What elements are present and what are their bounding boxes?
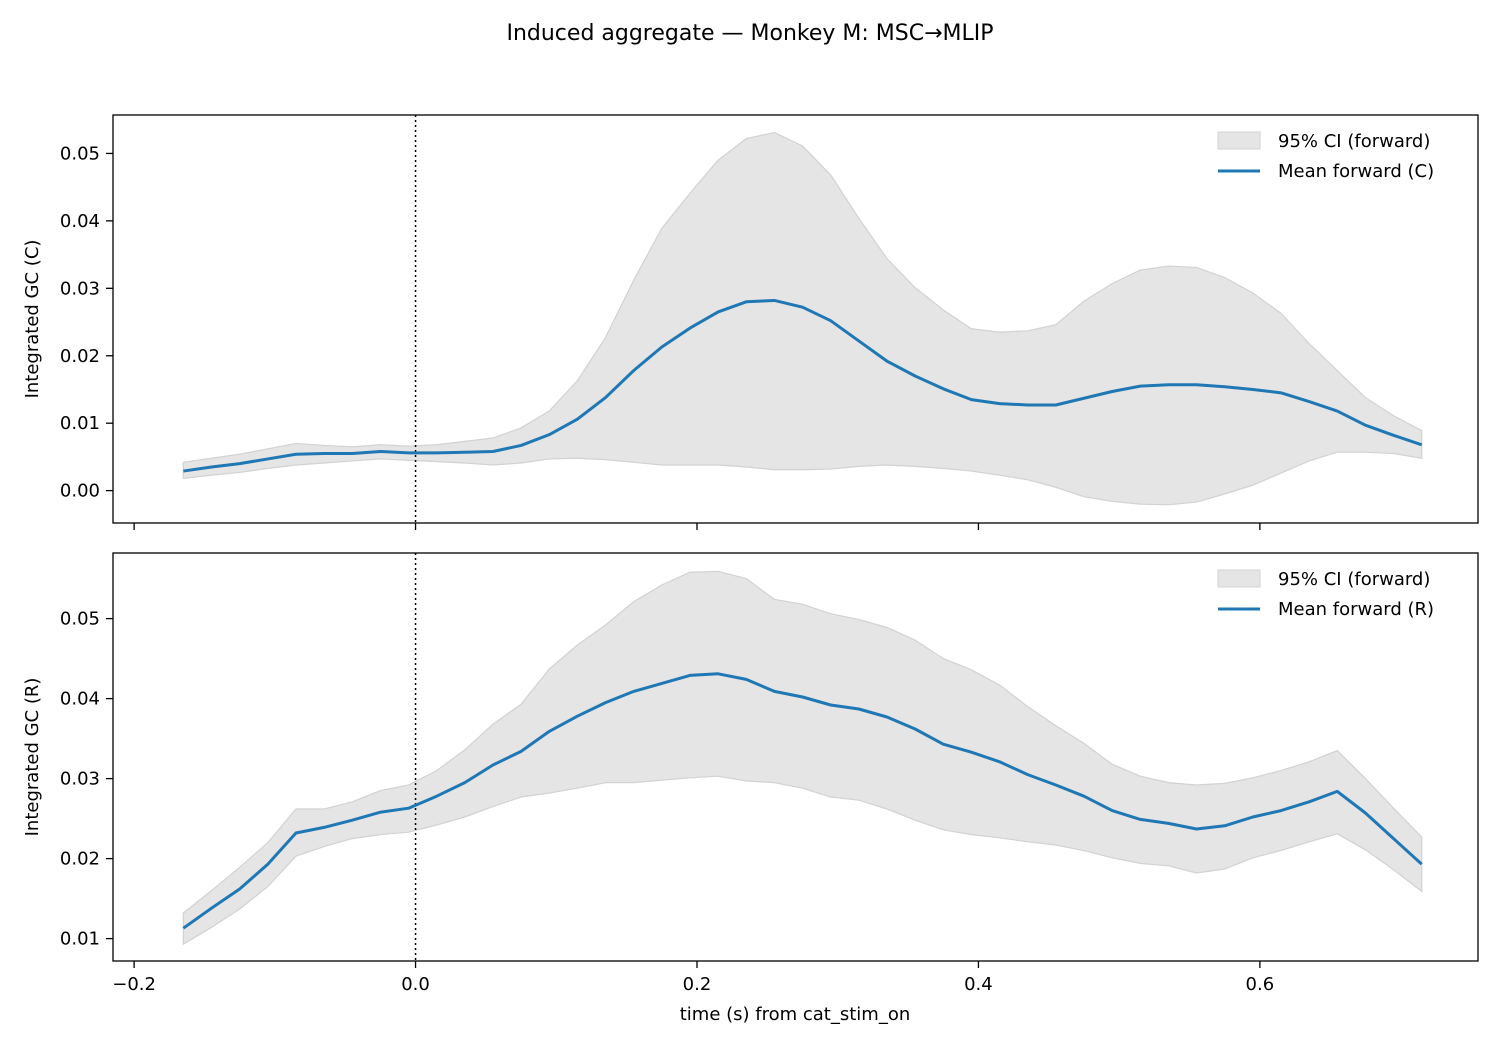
y-tick-label: 0.03 <box>60 278 100 299</box>
legend-ci-label: 95% CI (forward) <box>1278 131 1430 152</box>
y-tick-label: 0.02 <box>60 346 100 367</box>
mean-line <box>182 672 1423 930</box>
legend-mean-label: Mean forward (C) <box>1278 161 1434 182</box>
y-tick-label: 0.02 <box>60 849 100 870</box>
x-tick-label: 0.0 <box>401 974 430 995</box>
legend: 95% CI (forward) Mean forward (R) <box>1217 569 1434 620</box>
y-tick-label: 0.01 <box>60 413 100 434</box>
y-tick-label: 0.05 <box>60 609 100 630</box>
top-panel: 0.00 0.01 0.02 0.03 0.04 0.05 Integrated GC (… <box>22 114 1479 530</box>
figure-title: Induced aggregate — Monkey M: MSC→MLIP <box>506 21 993 46</box>
y-tick-label: 0.04 <box>60 211 100 232</box>
y-tick-label: 0.03 <box>60 769 100 790</box>
mean-line <box>183 298 1423 473</box>
axes-frame <box>112 552 1479 962</box>
x-tick-label: 0.6 <box>1246 974 1275 995</box>
ylabel: Integrated GC (C) <box>22 240 43 399</box>
legend: 95% CI (forward) Mean forward (C) <box>1217 131 1434 182</box>
bottom-panel: −0.2 0.0 0.2 0.4 0.6 0.01 0.02 0.03 0.04 0.05 Int… <box>22 552 1479 995</box>
ci-band <box>182 131 1423 506</box>
ci-band <box>182 570 1423 946</box>
y-tick-label: 0.00 <box>60 481 100 502</box>
legend-ci-swatch <box>1217 569 1261 588</box>
ylabel: Integrated GC (R) <box>22 678 43 837</box>
y-tick-label: 0.04 <box>60 689 100 710</box>
axes-frame <box>112 114 1479 524</box>
x-tick-label: −0.2 <box>112 974 156 995</box>
x-tick-label: 0.4 <box>964 974 993 995</box>
legend-ci-label: 95% CI (forward) <box>1278 569 1430 590</box>
y-tick-label: 0.01 <box>60 929 100 950</box>
x-tick-label: 0.2 <box>683 974 712 995</box>
legend-mean-label: Mean forward (R) <box>1278 599 1434 620</box>
y-tick-label: 0.05 <box>60 143 100 164</box>
xlabel: time (s) from cat_stim_on <box>680 1004 911 1025</box>
legend-ci-swatch <box>1217 131 1261 150</box>
